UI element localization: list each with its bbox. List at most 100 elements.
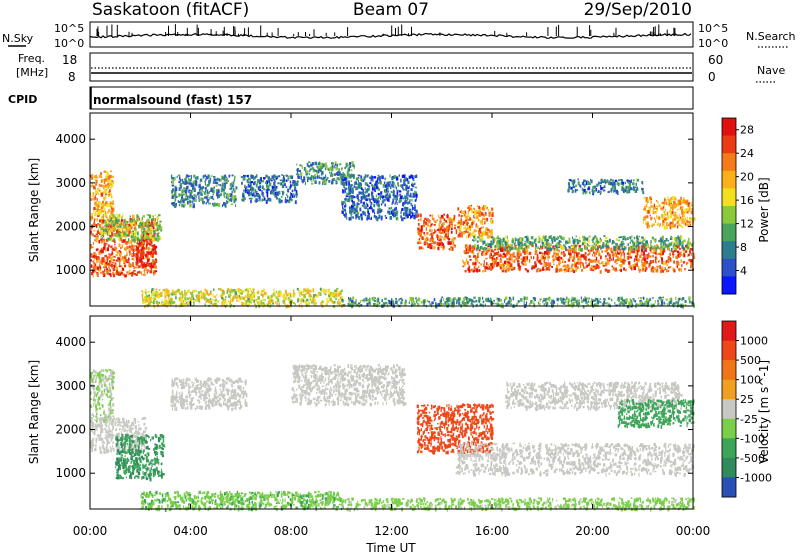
power-cell — [483, 231, 485, 233]
freq-label-line1: Freq. — [18, 52, 45, 65]
power-cell — [137, 242, 138, 244]
power-cell — [616, 238, 618, 241]
power-cell — [420, 218, 422, 221]
power-cell — [154, 262, 156, 266]
power-cell — [227, 182, 228, 184]
power-cell — [348, 192, 350, 196]
power-cell — [344, 201, 346, 203]
power-cell — [609, 239, 611, 243]
power-cell — [126, 230, 128, 232]
power-cell — [484, 218, 486, 220]
power-cell — [102, 260, 104, 263]
power-cell — [646, 215, 648, 218]
power-cell — [132, 223, 134, 226]
power-cell — [115, 234, 117, 237]
power-cell — [512, 238, 513, 240]
power-cell — [438, 214, 439, 218]
power-cell — [350, 185, 352, 189]
power-cell — [297, 181, 299, 183]
power-cell — [308, 177, 310, 180]
power-cell — [121, 233, 123, 235]
power-cell — [354, 167, 355, 169]
power-cell — [616, 253, 618, 257]
power-cell — [403, 174, 405, 178]
power-cell — [592, 254, 593, 257]
power-cell — [461, 210, 462, 213]
power-cell — [550, 244, 552, 246]
power-cell — [244, 185, 246, 188]
power-cell — [308, 302, 310, 305]
power-cell — [491, 208, 492, 211]
power-cell — [397, 214, 398, 216]
power-cell — [490, 214, 492, 217]
power-cell — [623, 246, 625, 249]
power-cell — [105, 250, 106, 252]
power-cell — [420, 242, 422, 244]
power-cell — [208, 181, 211, 184]
power-cell — [626, 246, 627, 250]
power-cell — [249, 288, 251, 290]
power-cell — [413, 175, 414, 178]
power-cell — [376, 195, 377, 198]
power-cell — [147, 224, 149, 228]
power-cell — [132, 262, 134, 266]
power-cell — [444, 237, 446, 240]
power-cell — [473, 270, 475, 272]
power-cell — [568, 182, 570, 186]
power-cell — [644, 216, 646, 218]
power-cell — [96, 177, 98, 179]
power-cell — [655, 259, 656, 263]
power-cell — [636, 251, 637, 255]
power-cell — [178, 200, 179, 203]
power-cell — [672, 225, 674, 228]
power-cell — [654, 267, 656, 270]
power-cell — [144, 264, 146, 267]
power-cell — [618, 179, 620, 181]
power-cell — [111, 264, 113, 267]
power-cell — [349, 162, 351, 165]
power-cell — [201, 187, 203, 189]
power-cell — [93, 192, 94, 195]
power-cell — [139, 259, 141, 263]
power-cell — [464, 250, 466, 252]
power-cell — [112, 248, 114, 251]
power-cell — [419, 232, 422, 235]
power-cell — [190, 193, 192, 196]
power-cell — [656, 216, 658, 218]
power-cell — [389, 181, 391, 184]
power-cell — [599, 267, 601, 269]
power-cell — [477, 225, 478, 229]
power-cell — [331, 300, 333, 303]
power-cell — [652, 237, 654, 240]
power-cell — [665, 244, 667, 248]
power-cell — [473, 252, 475, 255]
power-cell — [190, 192, 192, 194]
power-cell — [108, 266, 109, 268]
power-cell — [102, 237, 103, 240]
date-title: 29/Sep/2010 — [584, 0, 692, 20]
power-cell — [520, 239, 522, 242]
power-cell — [458, 214, 460, 217]
power-cell — [472, 245, 474, 247]
power-cell — [618, 184, 620, 186]
power-cell — [368, 193, 370, 195]
power-cell — [145, 254, 148, 257]
power-cell — [110, 274, 112, 278]
power-cell — [97, 237, 99, 240]
power-cell — [111, 184, 112, 186]
power-cell — [484, 214, 485, 217]
power-cell — [109, 254, 111, 257]
power-cell — [338, 170, 339, 174]
power-cell — [189, 204, 192, 208]
power-cell — [579, 237, 580, 240]
power-cell — [376, 217, 378, 221]
power-cell — [671, 225, 673, 227]
power-cell — [331, 172, 333, 175]
power-cell — [468, 207, 469, 210]
power-cell — [669, 253, 670, 256]
power-cell — [578, 247, 580, 251]
power-cell — [608, 260, 610, 262]
power-cell — [491, 268, 492, 270]
power-cell — [431, 229, 432, 232]
power-cell — [109, 261, 111, 263]
